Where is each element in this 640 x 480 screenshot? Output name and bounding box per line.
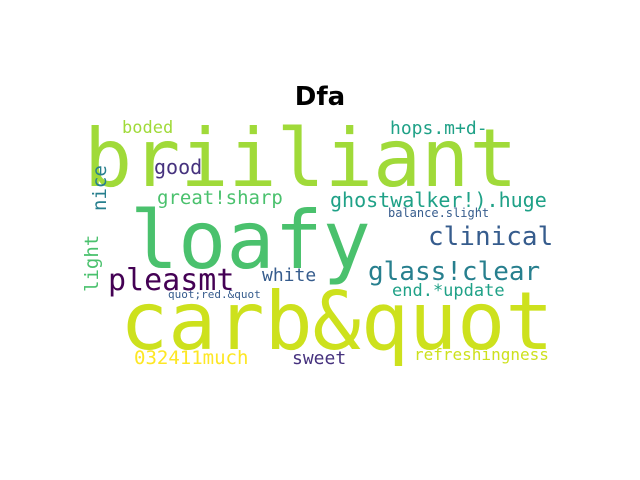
- cloud-word: carb&quot: [120, 275, 553, 368]
- cloud-word: briiliant: [84, 116, 517, 205]
- cloud-word: 032411much: [134, 347, 248, 369]
- cloud-word: refreshingness: [414, 345, 549, 364]
- figure-title: Dfa: [294, 82, 346, 112]
- cloud-word: clinical: [428, 222, 553, 252]
- cloud-word: balance.slight: [388, 206, 489, 220]
- cloud-word: boded: [122, 118, 173, 138]
- cloud-word: glass!clear: [368, 257, 540, 287]
- cloud-word: loafy: [130, 194, 371, 287]
- cloud-word: ghostwalker!).huge: [330, 188, 547, 212]
- cloud-word: nice: [89, 165, 111, 211]
- cloud-word: good: [154, 155, 202, 179]
- cloud-word: pleasmt: [108, 263, 234, 298]
- cloud-word: quot;red.&quot: [168, 288, 261, 301]
- cloud-word: white: [262, 265, 316, 286]
- cloud-word: hops.m+d-: [390, 118, 488, 139]
- cloud-word: great!sharp: [157, 187, 283, 209]
- word-cloud: briiliant loafy carb&quot hops.m+d-boded goo…: [82, 116, 579, 370]
- cloud-word: sweet: [292, 348, 346, 369]
- cloud-word: end.*update: [392, 281, 505, 301]
- cloud-word: light: [82, 235, 103, 292]
